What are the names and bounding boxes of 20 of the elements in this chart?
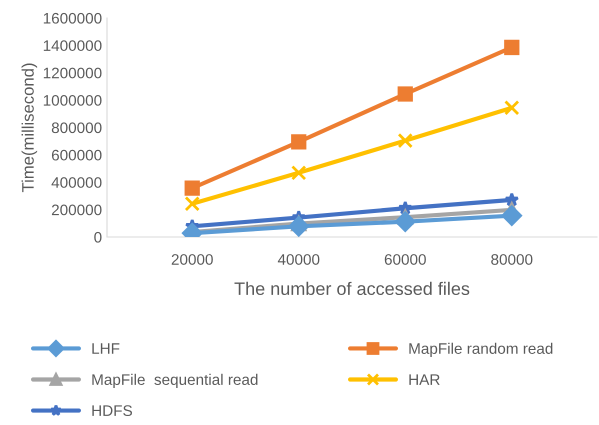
y-tick-label: 800000	[52, 122, 102, 134]
y-tick-label: 1000000	[44, 94, 102, 106]
y-tick-label: 1200000	[44, 68, 102, 78]
x-tick-label: 20000	[172, 254, 213, 265]
legend-label: MapFile sequential read	[92, 374, 258, 388]
y-tick-label: 1400000	[44, 40, 102, 52]
y-tick-label: 400000	[52, 177, 102, 188]
legend-label: HAR	[409, 374, 440, 385]
x-tick-label: 40000	[278, 254, 320, 265]
legend-label: MapFile random read	[409, 342, 552, 357]
y-tick-label: 200000	[52, 204, 102, 216]
y-tick-label: 600000	[52, 150, 102, 161]
legend-label: LHF	[92, 343, 120, 354]
x-tick-label: 80000	[491, 254, 532, 265]
legend-label: HDFS	[92, 405, 132, 416]
x-tick-label: 60000	[384, 254, 426, 265]
y-axis-title: Time(millisecond)	[22, 64, 38, 192]
y-tick-label: 0	[94, 232, 102, 243]
y-tick-label: 1600000	[44, 12, 102, 24]
x-axis-title: The number of accessed files	[234, 282, 470, 296]
